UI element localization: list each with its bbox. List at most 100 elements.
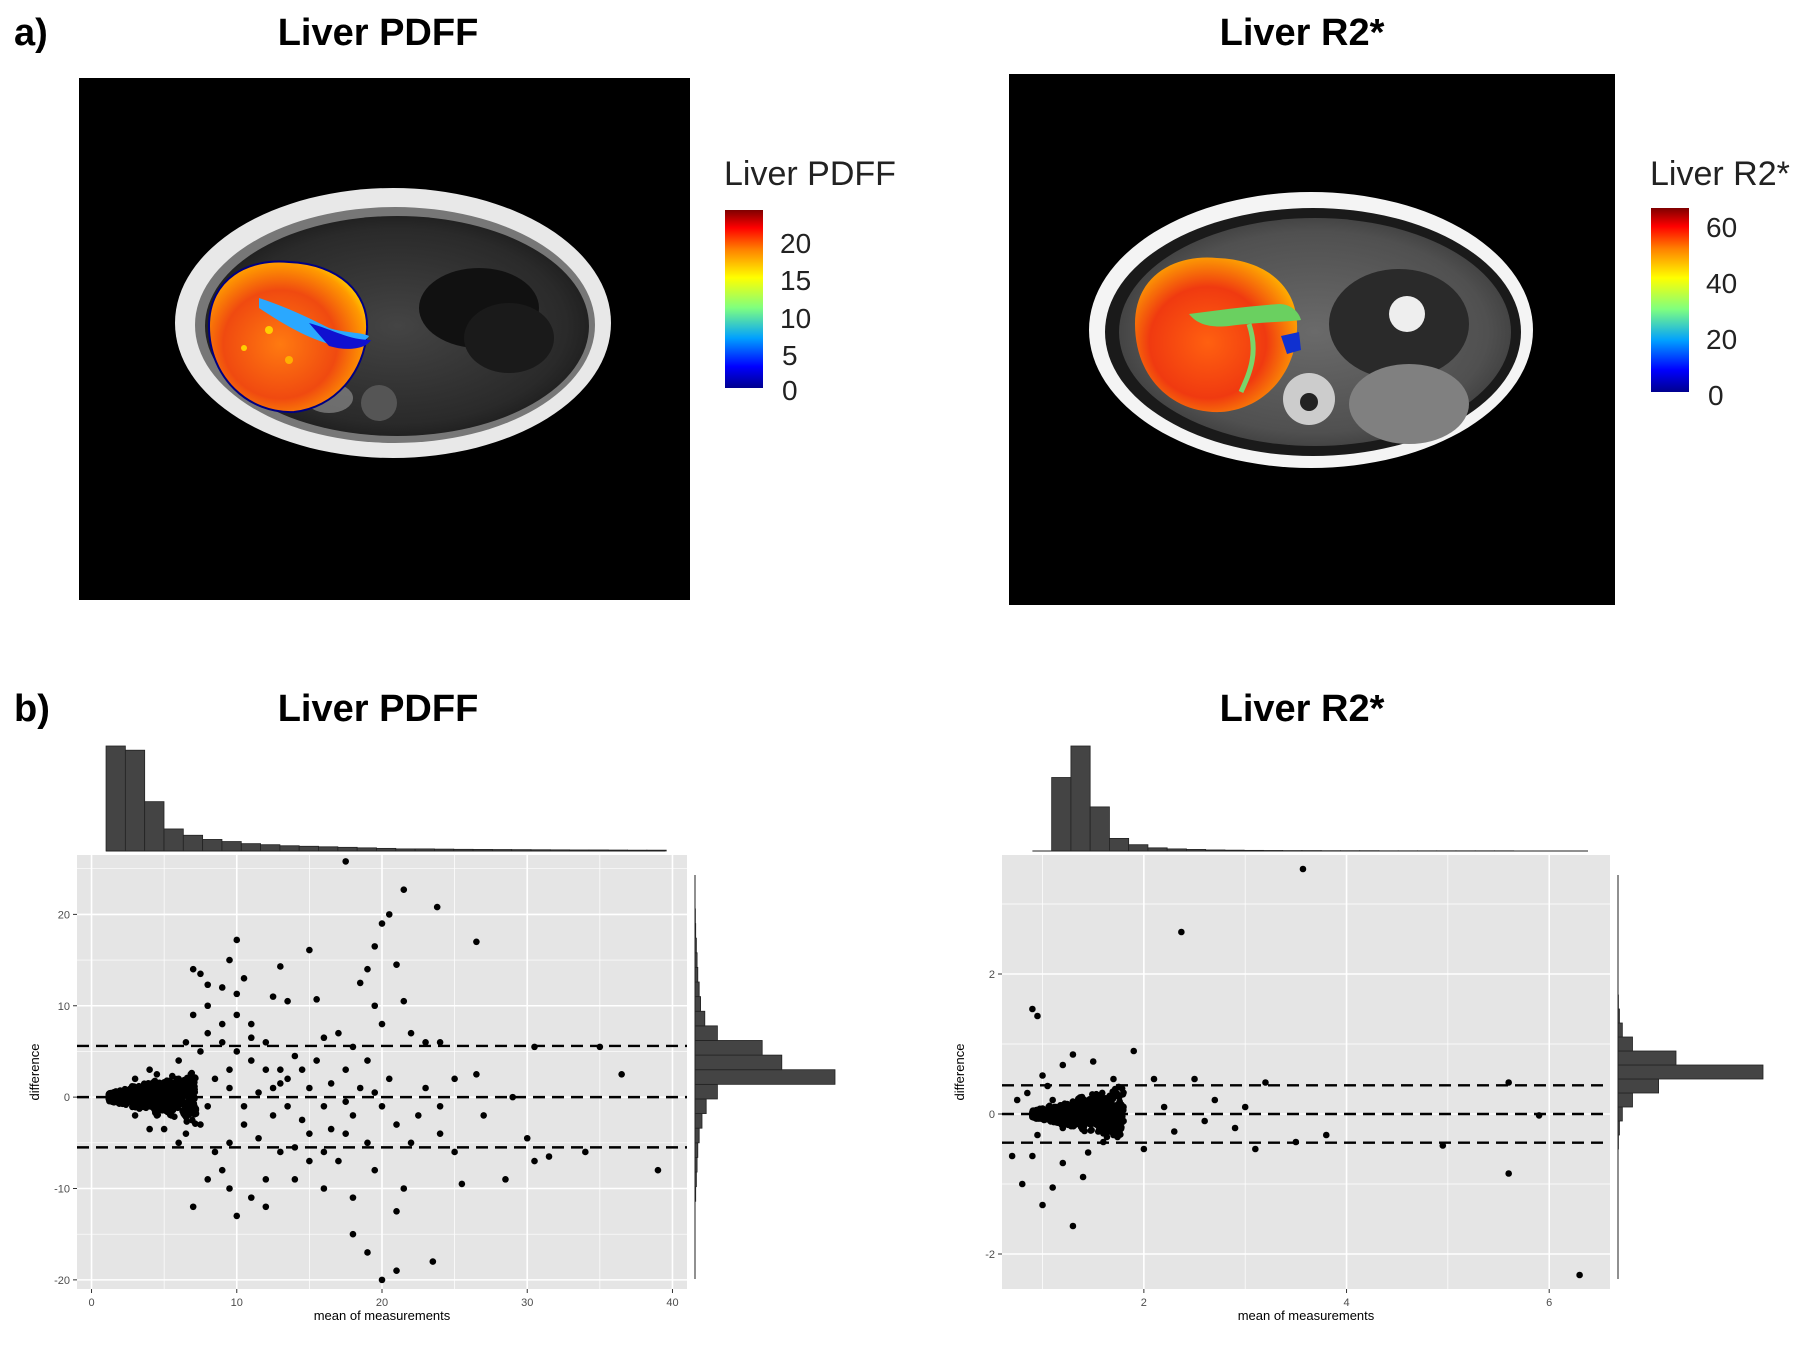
scatter-point [131,1075,139,1083]
scatter-point [342,858,349,865]
r2star-bland-altman-plot: 2 4 6 -2 0 2 mean of measurements difference [952,745,1764,1323]
scatter-point [218,1020,226,1028]
scatter-point [1098,1089,1106,1097]
right-histogram-bar [1617,1064,1764,1080]
scatter-point [240,1121,248,1128]
right-histogram-bar [694,1127,700,1144]
scatter-point [371,1089,379,1096]
scatter-point [1039,1072,1046,1079]
scatter-point [480,1112,487,1119]
scatter-point [262,1203,270,1211]
scatter-point [356,979,364,987]
scatter-point [175,1075,182,1083]
scatter-point [1093,1092,1100,1100]
pdff-mri-image [79,78,690,600]
scatter-point [1079,1117,1087,1125]
scatter-point [364,1249,371,1256]
scatter-point [1057,1114,1064,1121]
scatter-point [596,1043,604,1051]
panel-b-label: b) [14,688,50,730]
scatter-point [502,1176,509,1183]
scatter-point [415,1112,422,1119]
scatter-point [269,993,277,1000]
scatter-point [291,1052,299,1060]
scatter-point [342,1130,349,1137]
scatter-point [226,1084,233,1092]
scatter-point [1322,1131,1330,1139]
r2star-colorbar [1651,208,1689,392]
pdff-tick: 0 [782,375,798,406]
x-tick-label: 2 [1141,1297,1147,1309]
scatter-point [146,1125,153,1133]
scatter-point [1103,1106,1110,1113]
scatter-point [1079,1173,1087,1181]
scatter-point [1115,1129,1123,1137]
scatter-point [179,1093,186,1100]
pdff-tick: 5 [782,340,798,371]
scatter-point [422,1084,429,1092]
scatter-point [385,911,393,918]
scatter-point [160,1125,168,1133]
scatter-point [277,1066,284,1074]
scatter-point [378,1102,386,1110]
top-histogram-bar [318,846,339,852]
scatter-point [247,1057,255,1064]
scatter-point [1093,1121,1100,1128]
scatter-point [1087,1127,1095,1134]
scatter-point [433,903,441,911]
scatter-point [1211,1096,1219,1104]
scatter-point [436,1130,444,1137]
scatter-point [247,1020,255,1028]
top-histogram-bar [1089,806,1110,852]
scatter-point [189,1084,197,1092]
scatter-point [247,1194,255,1201]
scatter-point [1252,1145,1259,1153]
y-axis-label: difference [27,1044,42,1101]
scatter-point [1089,1058,1097,1065]
scatter-point [269,1112,277,1119]
scatter-point [1111,1085,1119,1093]
pdff-tick: 10 [780,303,812,334]
scatter-point [148,1080,155,1087]
scatter-point [320,1185,328,1192]
y-tick-label: 20 [58,909,70,921]
y-tick-label: -2 [985,1249,995,1261]
y-axis-label: difference [952,1044,967,1101]
scatter-point [436,1102,444,1110]
r2star-tick: 40 [1706,268,1738,299]
y-tick-label: 10 [58,1001,70,1013]
scatter-point [1130,1047,1138,1055]
scatter-point [1059,1159,1067,1167]
scatter-point [509,1093,517,1101]
right-histogram-bar [694,1040,763,1056]
top-histogram-bar [1128,844,1149,852]
scatter-point [400,886,408,894]
scatter-point [523,1134,531,1142]
scatter-point [436,1039,444,1046]
top-histogram-bar [1051,777,1072,852]
scatter-point [1140,1145,1148,1153]
scatter-point [1029,1152,1036,1160]
scatter-point [393,1208,400,1215]
right-histogram-bar [1617,1106,1623,1122]
scatter-point [1505,1170,1512,1177]
scatter-point [1262,1079,1269,1086]
scatter-point [158,1106,166,1114]
scatter-point [189,965,197,973]
y-tick-label: 2 [989,969,995,981]
scatter-point [204,981,212,989]
right-histogram-bar [694,996,701,1012]
scatter-point [240,975,248,982]
scatter-point [1150,1075,1158,1083]
scatter-point [1040,1115,1048,1123]
scatter-point [1034,1131,1041,1139]
scatter-point [342,1098,349,1105]
scatter-point [531,1157,538,1165]
scatter-point [197,1048,204,1055]
scatter-point [1013,1096,1021,1104]
scatter-point [117,1090,125,1098]
scatter-point [146,1066,153,1074]
scatter-point [291,1144,299,1151]
scatter-point [175,1057,182,1064]
scatter-point [1063,1104,1070,1111]
